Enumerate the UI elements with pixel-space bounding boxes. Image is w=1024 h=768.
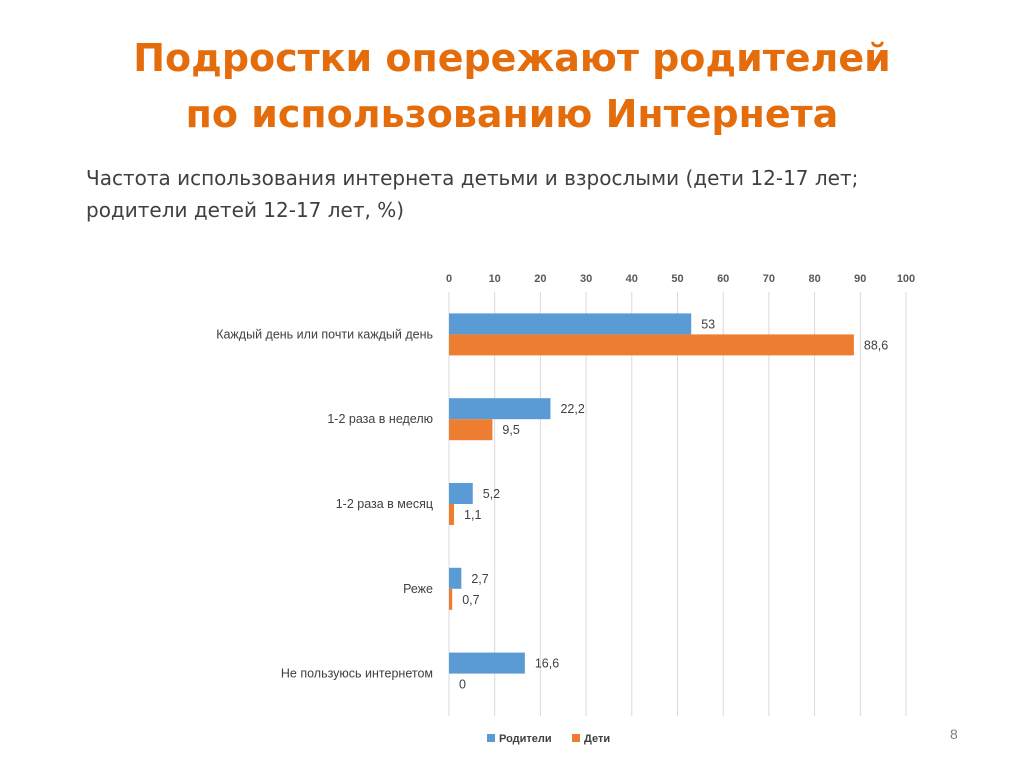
page-number: 8 xyxy=(950,726,958,742)
data-label: 16,6 xyxy=(535,657,559,671)
category-label: 1-2 раза в месяц xyxy=(336,497,433,511)
slide-title: Подростки опережают родителей по использ… xyxy=(0,30,1024,142)
x-tick-label: 0 xyxy=(446,273,452,285)
category-label: Каждый день или почти каждый день xyxy=(216,327,433,341)
x-tick-label: 40 xyxy=(626,273,638,285)
data-label: 53 xyxy=(701,317,715,331)
x-tick-label: 20 xyxy=(534,273,546,285)
bar-parents xyxy=(449,567,462,589)
x-tick-label: 50 xyxy=(671,273,683,285)
legend-label: Родители xyxy=(499,733,552,745)
bar-parents xyxy=(449,652,525,674)
legend-swatch xyxy=(487,734,495,742)
x-tick-label: 100 xyxy=(897,273,915,285)
bar-parents xyxy=(449,313,692,335)
data-label: 5,2 xyxy=(483,487,500,501)
x-tick-label: 70 xyxy=(763,273,775,285)
data-label: 22,2 xyxy=(560,402,584,416)
bar-children xyxy=(449,334,854,356)
data-label: 2,7 xyxy=(471,572,488,586)
category-label: Не пользуюсь интернетом xyxy=(281,667,433,681)
data-label: 1,1 xyxy=(464,508,481,522)
data-label: 9,5 xyxy=(502,423,519,437)
chart-subtitle-line-2: родители детей 12-17 лет, %) xyxy=(86,198,405,222)
legend-swatch xyxy=(572,734,580,742)
chart-subtitle-line-1: Частота использования интернета детьми и… xyxy=(86,166,859,190)
x-tick-label: 80 xyxy=(808,273,820,285)
x-tick-label: 60 xyxy=(717,273,729,285)
legend-label: Дети xyxy=(584,733,610,745)
chart-subtitle: Частота использования интернета детьми и… xyxy=(86,162,946,226)
x-tick-label: 90 xyxy=(854,273,866,285)
bar-children xyxy=(449,504,455,525)
data-label: 0 xyxy=(459,678,466,692)
bar-parents xyxy=(449,398,551,420)
category-label: Реже xyxy=(403,582,433,596)
x-tick-label: 30 xyxy=(580,273,592,285)
bar-children xyxy=(449,419,493,441)
bar-parents xyxy=(449,483,473,504)
data-label: 88,6 xyxy=(864,338,888,352)
category-label: 1-2 раза в неделю xyxy=(327,412,433,426)
slide-title-line-1: Подростки опережают родителей xyxy=(133,36,891,80)
bar-children xyxy=(449,588,453,610)
data-label: 0,7 xyxy=(462,593,479,607)
x-tick-label: 10 xyxy=(489,273,501,285)
slide-title-line-2: по использованию Интернета xyxy=(185,92,839,136)
